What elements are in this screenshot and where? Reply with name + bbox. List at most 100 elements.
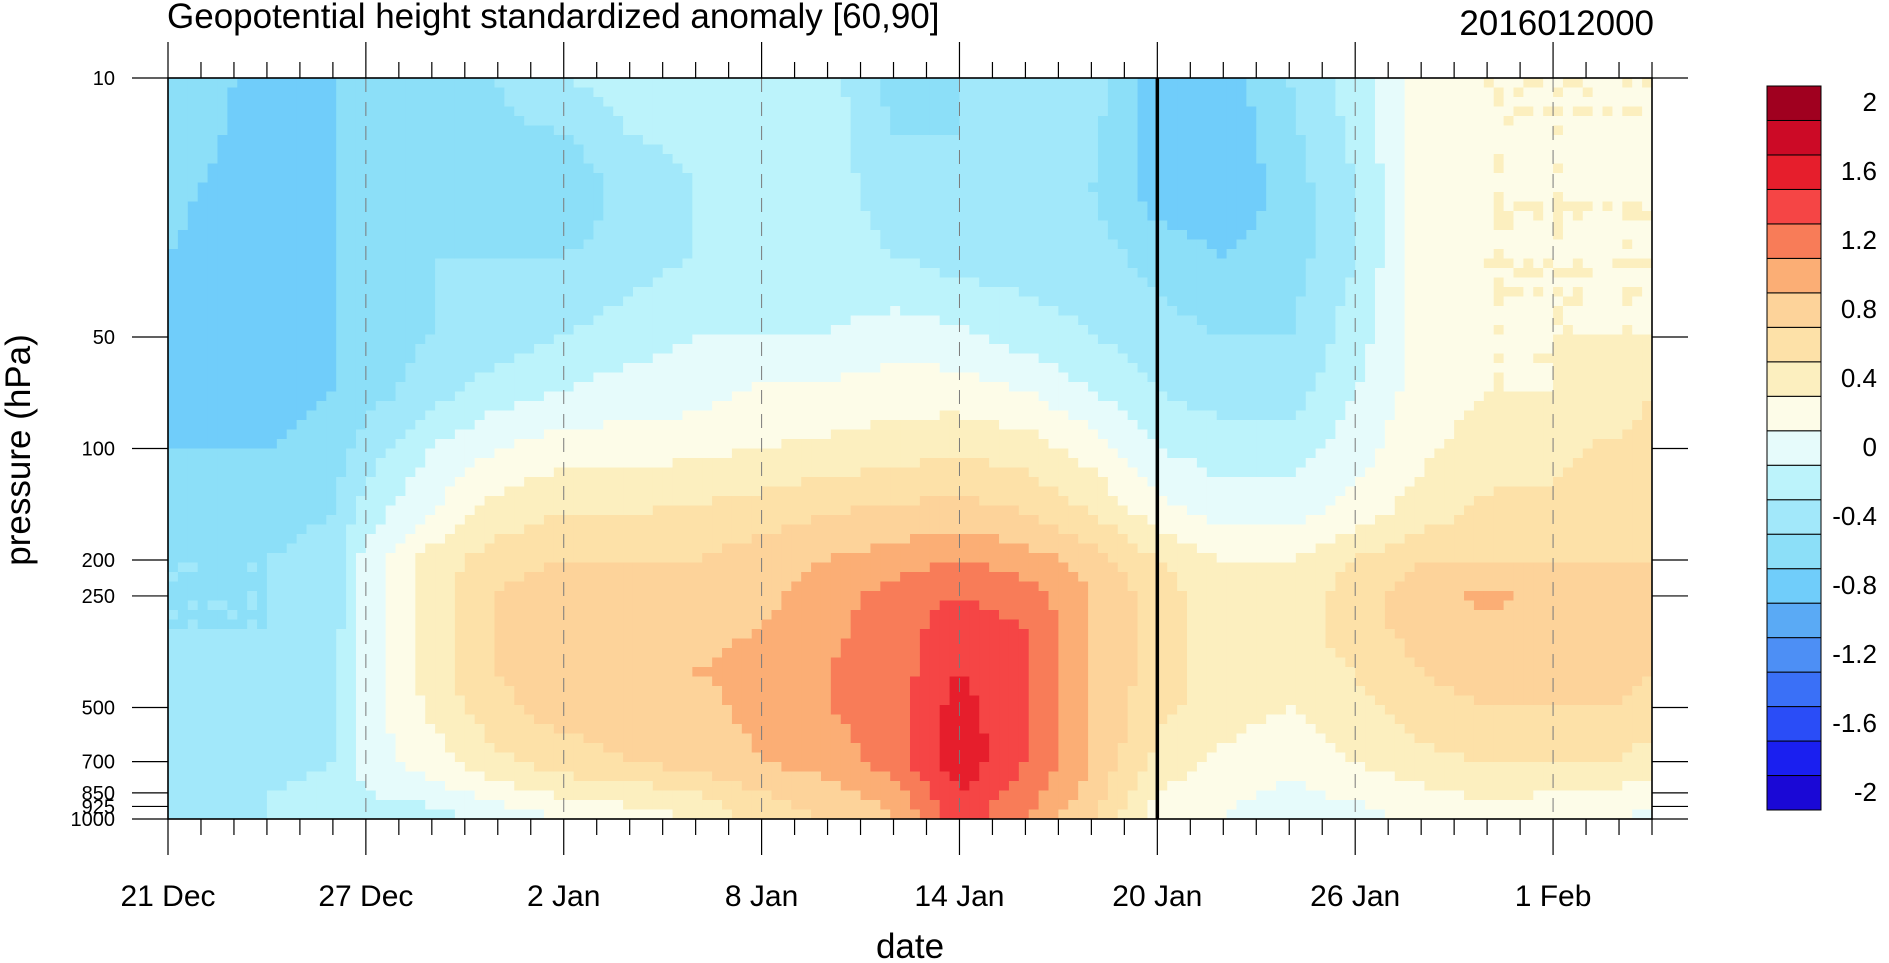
heatmap-cell (1503, 87, 1515, 98)
heatmap-cell (1295, 125, 1307, 136)
heatmap-cell (257, 182, 268, 193)
heatmap-cell (1424, 78, 1436, 89)
heatmap-cell (237, 192, 248, 203)
heatmap-cell (959, 277, 971, 288)
heatmap-cell (820, 182, 832, 193)
heatmap-cell (999, 306, 1010, 317)
heatmap-cell (306, 173, 318, 184)
heatmap-cell (1028, 135, 1040, 146)
heatmap-cell (355, 154, 367, 165)
heatmap-cell (1602, 106, 1614, 117)
heatmap-cell (326, 315, 337, 326)
heatmap-cell (1285, 287, 1297, 298)
heatmap-cell (1642, 249, 1652, 260)
heatmap-cell (1068, 125, 1079, 136)
heatmap-cell (1434, 239, 1445, 250)
heatmap-cell (1355, 344, 1366, 355)
heatmap-cell (652, 97, 664, 108)
heatmap-cell (346, 287, 357, 298)
heatmap-cell (1424, 249, 1436, 260)
heatmap-cell (247, 287, 258, 298)
heatmap-cell (623, 173, 634, 184)
heatmap-cell (672, 163, 684, 174)
heatmap-cell (929, 372, 941, 383)
heatmap-cell (632, 325, 644, 336)
heatmap-cell (919, 325, 931, 336)
heatmap-cell (860, 344, 872, 355)
heatmap-cell (672, 192, 684, 203)
heatmap-cell (1374, 363, 1386, 374)
heatmap-cell (405, 277, 417, 288)
heatmap-cell (870, 163, 882, 174)
heatmap-cell (1236, 249, 1248, 260)
heatmap-cell (474, 334, 486, 345)
heatmap-cell (969, 106, 980, 117)
heatmap-cell (682, 182, 694, 193)
heatmap-cell (1622, 135, 1633, 146)
heatmap-cell (1216, 125, 1228, 136)
heatmap-cell (1295, 135, 1307, 146)
heatmap-cell (187, 87, 199, 98)
heatmap-cell (801, 249, 812, 260)
heatmap-cell (1414, 315, 1426, 326)
heatmap-cell (573, 173, 585, 184)
heatmap-cell (1018, 163, 1030, 174)
heatmap-cell (573, 116, 585, 127)
heatmap-cell (801, 315, 812, 326)
heatmap-cell (346, 220, 357, 231)
heatmap-cell (949, 344, 961, 355)
heatmap-cell (850, 230, 862, 241)
heatmap-cell (257, 173, 268, 184)
heatmap-cell (1434, 363, 1445, 374)
heatmap-cell (474, 163, 486, 174)
heatmap-cell (999, 363, 1010, 374)
heatmap-cell (623, 106, 634, 117)
heatmap-cell (919, 334, 931, 345)
heatmap-cell (1216, 211, 1228, 222)
heatmap-cell (979, 211, 990, 222)
heatmap-cell (652, 306, 664, 317)
heatmap-cell (1384, 97, 1396, 108)
heatmap-cell (682, 258, 694, 269)
heatmap-cell (464, 287, 476, 298)
heatmap-cell (385, 353, 397, 364)
heatmap-cell (177, 97, 189, 108)
heatmap-cell (187, 163, 199, 174)
heatmap-cell (1642, 334, 1652, 345)
heatmap-cell (1167, 211, 1178, 222)
heatmap-cell (949, 125, 961, 136)
heatmap-cell (326, 230, 337, 241)
heatmap-cell (1345, 277, 1356, 288)
heatmap-cell (1374, 135, 1386, 146)
heatmap-cell (504, 363, 515, 374)
heatmap-cell (534, 277, 545, 288)
heatmap-cell (227, 382, 238, 393)
heatmap-cell (1147, 78, 1159, 89)
heatmap-cell (1187, 97, 1198, 108)
heatmap-cell (168, 287, 179, 298)
heatmap-cell (257, 249, 268, 260)
heatmap-cell (939, 344, 951, 355)
heatmap-cell (731, 163, 743, 174)
heatmap-cell (1444, 87, 1455, 98)
heatmap-cell (1187, 106, 1198, 117)
heatmap-cell (1196, 325, 1208, 336)
heatmap-cell (801, 258, 812, 269)
heatmap-cell (257, 344, 268, 355)
heatmap-cell (425, 382, 436, 393)
heatmap-cell (1454, 220, 1465, 231)
heatmap-cell (1206, 363, 1218, 374)
heatmap-cell (316, 163, 327, 174)
heatmap-cell (207, 344, 219, 355)
heatmap-cell (900, 296, 911, 307)
heatmap-cell (296, 144, 308, 155)
heatmap-cell (603, 306, 614, 317)
heatmap-cell (880, 163, 891, 174)
heatmap-cell (1206, 78, 1218, 89)
heatmap-cell (929, 78, 941, 89)
heatmap-cell (1365, 154, 1376, 165)
heatmap-cell (1236, 325, 1248, 336)
heatmap-cell (1147, 363, 1159, 374)
heatmap-cell (524, 249, 535, 260)
heatmap-cell (1503, 135, 1515, 146)
